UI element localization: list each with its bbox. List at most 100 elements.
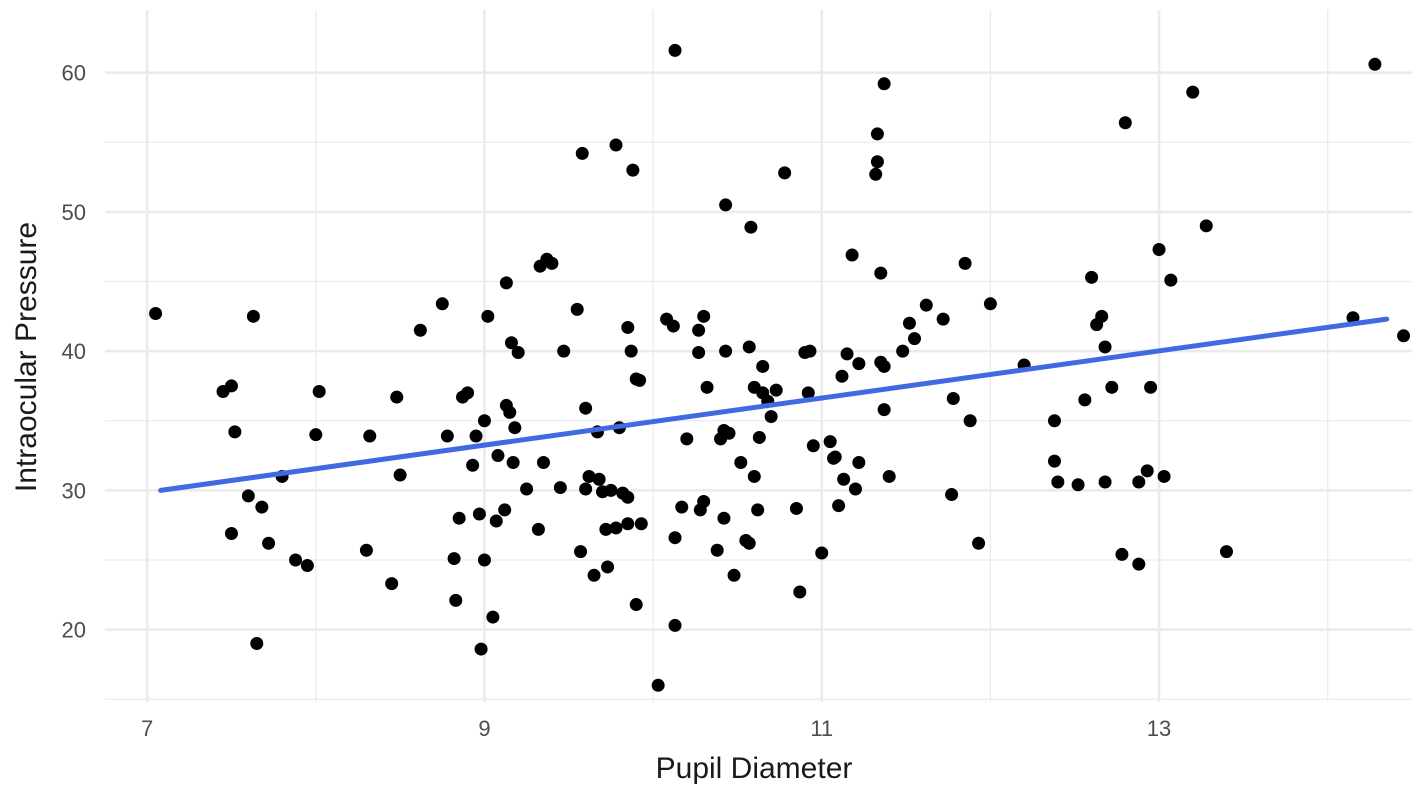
data-point <box>1098 475 1112 489</box>
data-point <box>289 553 303 567</box>
data-point <box>621 490 635 504</box>
fit-line <box>158 316 1390 493</box>
data-point <box>601 560 615 574</box>
data-point <box>250 637 264 651</box>
data-point <box>609 521 623 535</box>
data-point <box>651 678 665 692</box>
data-point <box>778 166 792 180</box>
data-point <box>574 545 588 559</box>
data-point <box>309 428 323 442</box>
data-point <box>553 481 567 495</box>
data-point <box>744 220 758 234</box>
data-point <box>452 511 466 525</box>
data-point <box>520 482 534 496</box>
data-point <box>958 256 972 270</box>
data-point <box>719 344 733 358</box>
data-point <box>587 568 601 582</box>
data-point <box>823 435 837 449</box>
data-point <box>1219 545 1233 559</box>
data-point <box>675 500 689 514</box>
data-point <box>835 369 849 383</box>
data-point <box>1105 380 1119 394</box>
data-point <box>579 482 593 496</box>
data-point <box>246 309 260 323</box>
y-tick-label: 50 <box>62 200 86 225</box>
data-point <box>228 425 242 439</box>
data-point <box>545 256 559 270</box>
data-point <box>877 77 891 91</box>
data-point <box>440 429 454 443</box>
data-point <box>680 432 694 446</box>
data-point <box>472 507 486 521</box>
data-point <box>469 429 483 443</box>
data-point <box>575 146 589 160</box>
data-point <box>828 450 842 464</box>
data-point <box>262 536 276 550</box>
data-point <box>668 43 682 57</box>
data-point <box>1078 393 1092 407</box>
data-point <box>413 323 427 337</box>
data-point <box>224 379 238 393</box>
data-point <box>1164 273 1178 287</box>
data-point <box>449 593 463 607</box>
data-point <box>852 456 866 470</box>
data-point <box>300 559 314 573</box>
x-axis-title: Pupil Diameter <box>656 752 853 785</box>
data-point <box>393 468 407 482</box>
data-point <box>1140 464 1154 478</box>
data-point <box>668 531 682 545</box>
data-point <box>717 511 731 525</box>
data-point <box>599 522 613 536</box>
data-point <box>624 344 638 358</box>
data-point <box>1152 242 1166 256</box>
data-point <box>1397 329 1411 343</box>
data-point <box>499 276 513 290</box>
data-point <box>801 386 815 400</box>
data-point <box>1098 340 1112 354</box>
data-point <box>634 517 648 531</box>
data-point <box>504 336 518 350</box>
data-point <box>312 385 326 399</box>
data-point <box>477 414 491 428</box>
x-tick-labels: 7 9 11 13 <box>141 716 1171 741</box>
data-point <box>710 543 724 557</box>
data-point <box>751 503 765 517</box>
data-point <box>902 316 916 330</box>
data-point <box>1157 469 1171 483</box>
data-point <box>1115 547 1129 561</box>
data-point <box>946 391 960 405</box>
minor-gridlines <box>105 10 1412 702</box>
data-point <box>582 469 596 483</box>
data-point <box>1085 270 1099 284</box>
x-tick-label: 7 <box>141 716 153 741</box>
data-point <box>633 373 647 387</box>
data-point <box>477 553 491 567</box>
data-point <box>815 546 829 560</box>
data-point <box>536 456 550 470</box>
data-point <box>789 501 803 515</box>
y-tick-label: 60 <box>62 61 86 86</box>
data-point <box>877 403 891 417</box>
data-point <box>363 429 377 443</box>
x-tick-label: 13 <box>1147 716 1171 741</box>
data-point <box>435 297 449 311</box>
data-point <box>621 320 635 334</box>
data-point <box>506 456 520 470</box>
data-point <box>874 266 888 280</box>
data-point <box>727 568 741 582</box>
data-point <box>466 458 480 472</box>
data-point <box>803 344 817 358</box>
data-point <box>241 489 255 503</box>
y-tick-label: 30 <box>62 478 86 503</box>
data-point <box>474 642 488 656</box>
data-point <box>692 346 706 360</box>
data-point <box>869 167 883 181</box>
data-point <box>719 198 733 212</box>
data-point <box>756 359 770 373</box>
data-point <box>385 577 399 591</box>
data-point <box>870 155 884 169</box>
data-point <box>604 483 618 497</box>
data-point <box>919 298 933 312</box>
data-point <box>877 359 891 373</box>
